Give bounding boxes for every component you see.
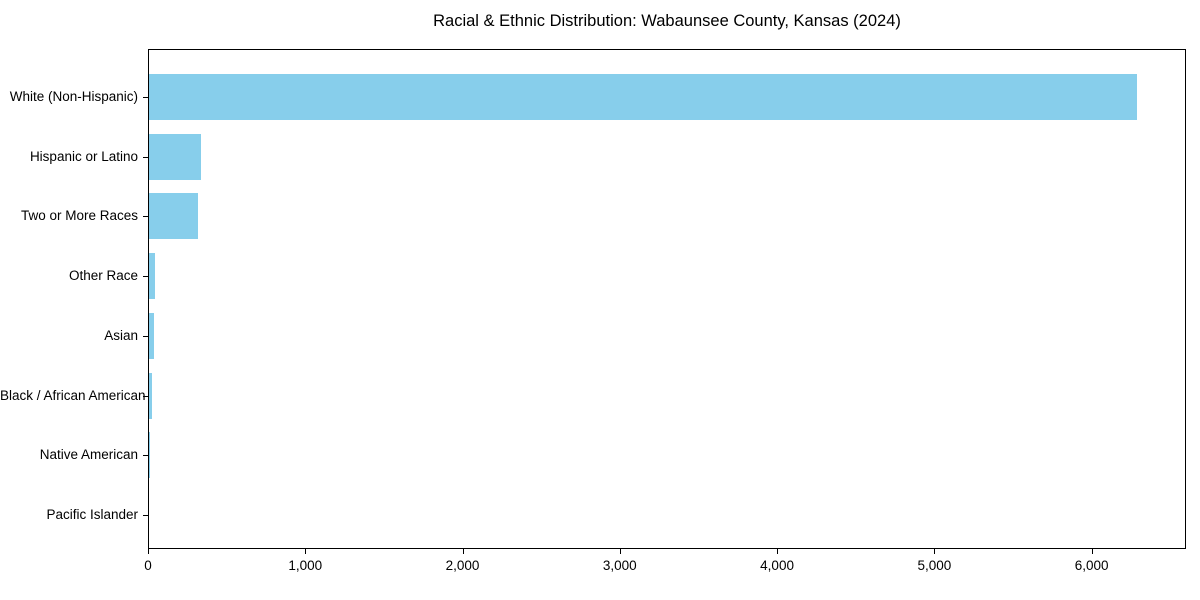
x-tick-label: 6,000 bbox=[1074, 558, 1109, 573]
y-tick-mark bbox=[143, 156, 148, 158]
x-tick-label: 2,000 bbox=[445, 558, 480, 573]
x-tick-mark bbox=[777, 549, 779, 554]
x-tick-mark bbox=[619, 549, 621, 554]
y-axis-label: Black / African American bbox=[0, 387, 146, 403]
y-tick-mark bbox=[143, 97, 148, 98]
y-tick-mark bbox=[143, 514, 148, 516]
x-tick-label: 5,000 bbox=[917, 558, 952, 573]
y-axis-label: Other Race bbox=[68, 268, 138, 284]
x-tick-label: 0 bbox=[144, 558, 152, 573]
bar-black-african-american bbox=[149, 372, 152, 419]
x-tick-mark bbox=[305, 549, 307, 554]
y-tick-mark bbox=[143, 455, 148, 457]
y-axis-label: Native American bbox=[39, 447, 138, 463]
bar-white-non-hispanic bbox=[149, 74, 1137, 120]
y-tick-mark bbox=[143, 395, 148, 397]
bar-other-race bbox=[149, 253, 155, 300]
x-tick-label: 3,000 bbox=[602, 558, 637, 573]
x-tick-mark bbox=[148, 549, 149, 554]
y-tick-mark bbox=[143, 276, 148, 278]
x-tick-mark bbox=[1091, 549, 1093, 554]
y-axis-label: Hispanic or Latino bbox=[29, 148, 138, 164]
chart-title: Racial & Ethnic Distribution: Wabaunsee … bbox=[433, 12, 901, 30]
y-axis-label: White (Non-Hispanic) bbox=[9, 89, 138, 104]
y-axis-label: Two or More Races bbox=[20, 208, 138, 224]
x-tick-mark bbox=[462, 549, 464, 554]
x-tick-mark bbox=[934, 549, 936, 554]
y-tick-mark bbox=[143, 216, 148, 218]
y-tick-mark bbox=[143, 335, 148, 337]
y-axis-label: Pacific Islander bbox=[46, 506, 138, 522]
bar-two-or-more-races bbox=[149, 193, 198, 240]
x-tick-label: 1,000 bbox=[288, 558, 323, 573]
bar-asian bbox=[149, 312, 154, 359]
x-tick-label: 4,000 bbox=[760, 558, 794, 573]
y-axis-label: Asian bbox=[104, 327, 138, 343]
bar-hispanic-or-latino bbox=[149, 133, 201, 180]
plot-area bbox=[148, 49, 1186, 549]
